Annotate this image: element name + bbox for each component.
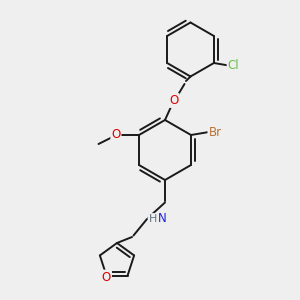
- Text: O: O: [102, 271, 111, 284]
- Text: N: N: [158, 212, 166, 226]
- Text: O: O: [169, 94, 178, 107]
- Text: O: O: [111, 128, 121, 142]
- Text: H: H: [149, 214, 157, 224]
- Text: Br: Br: [208, 125, 221, 139]
- Text: Cl: Cl: [228, 59, 239, 73]
